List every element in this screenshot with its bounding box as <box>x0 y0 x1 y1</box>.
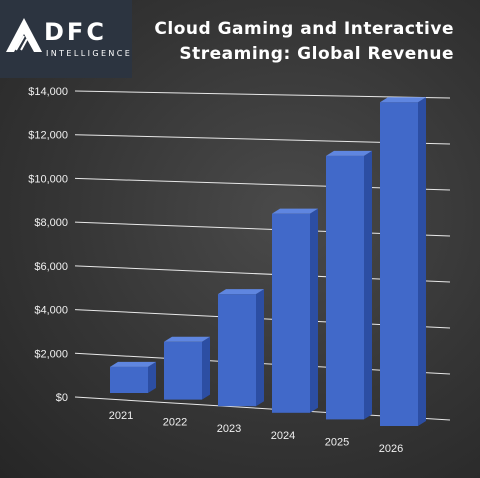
bar-top <box>272 208 318 214</box>
logo: DFC INTELLIGENCE <box>0 0 132 78</box>
y-tick-label: $6,000 <box>34 261 68 273</box>
bar-front <box>380 102 418 426</box>
bar-top <box>326 150 372 156</box>
bar-top <box>218 289 264 295</box>
y-tick-label: $4,000 <box>34 305 68 317</box>
bar-top <box>164 336 210 342</box>
y-tick-label: $8,000 <box>34 217 68 229</box>
bar-side <box>202 336 210 400</box>
bar-2021 <box>110 361 156 393</box>
bar-front <box>164 341 202 400</box>
bar-side <box>418 97 426 426</box>
x-category-label: 2022 <box>163 417 187 429</box>
x-category-label: 2021 <box>109 410 133 422</box>
bar-2023 <box>218 289 264 407</box>
bar-top <box>380 97 426 103</box>
grid-line <box>74 90 451 99</box>
bar-side <box>256 289 264 407</box>
y-tick-label: $10,000 <box>28 173 68 185</box>
bar-front <box>326 155 364 420</box>
bar-2025 <box>326 150 372 420</box>
x-category-label: 2024 <box>271 430 295 442</box>
bar-side <box>148 361 156 393</box>
bars <box>110 97 426 426</box>
y-tick-label: $14,000 <box>28 86 68 98</box>
bar-2024 <box>272 208 318 413</box>
logo-tagline: INTELLIGENCE <box>46 49 133 58</box>
y-axis-ticks: $0 $2,000 $4,000 $6,000 $8,000 $10,000 $12,000… <box>28 86 68 404</box>
bar-front <box>218 294 256 407</box>
bar-front <box>110 366 148 393</box>
x-category-label: 2025 <box>325 436 349 448</box>
chart-title-line-2: Streaming: Global Revenue <box>179 44 454 64</box>
chart-title-line-1: Cloud Gaming and Interactive <box>154 19 454 39</box>
x-category-label: 2026 <box>379 443 403 455</box>
y-tick-label: $0 <box>56 392 68 404</box>
x-category-label: 2023 <box>217 423 241 435</box>
logo-mark-icon <box>6 18 42 52</box>
bar-front <box>272 213 310 413</box>
x-axis-categories: 2021 2022 2023 2024 2025 2026 <box>109 410 403 455</box>
bar-2026 <box>380 97 426 426</box>
bar-2022 <box>164 336 210 400</box>
logo-name: DFC <box>44 18 107 46</box>
y-tick-label: $2,000 <box>34 348 68 360</box>
y-tick-label: $12,000 <box>28 130 68 142</box>
bar-side <box>364 150 372 420</box>
bar-side <box>310 208 318 413</box>
bar-top <box>110 361 156 367</box>
